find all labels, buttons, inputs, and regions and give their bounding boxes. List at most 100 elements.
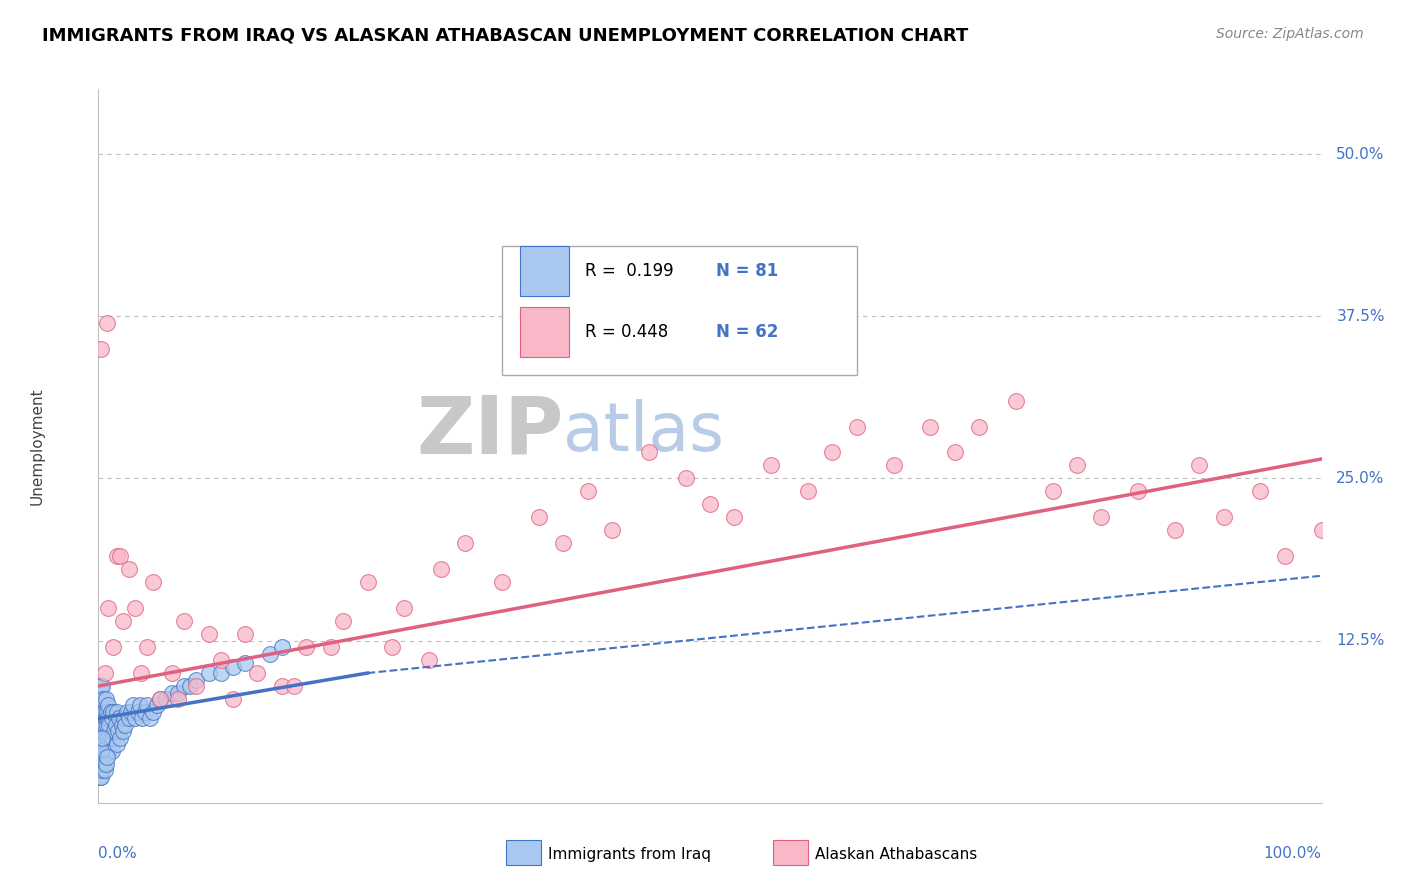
Point xyxy=(110,731,132,745)
Point xyxy=(91,731,114,745)
Point xyxy=(112,711,135,725)
Point xyxy=(1128,484,1150,499)
Point xyxy=(186,673,208,687)
Point xyxy=(94,711,117,725)
Point xyxy=(111,718,134,732)
Point xyxy=(91,705,114,719)
FancyBboxPatch shape xyxy=(502,246,856,375)
Point xyxy=(93,764,115,778)
Text: 50.0%: 50.0% xyxy=(1336,146,1385,161)
Point xyxy=(173,614,195,628)
Point xyxy=(101,705,124,719)
Point xyxy=(129,698,152,713)
Point xyxy=(89,756,111,771)
Point xyxy=(270,679,294,693)
Text: Immigrants from Iraq: Immigrants from Iraq xyxy=(548,847,711,862)
Text: R =  0.199: R = 0.199 xyxy=(585,262,673,280)
Point xyxy=(146,698,169,713)
Point xyxy=(173,679,195,693)
Text: Alaskan Athabascans: Alaskan Athabascans xyxy=(815,847,977,862)
Point xyxy=(93,718,115,732)
Point xyxy=(96,750,118,764)
Text: Unemployment: Unemployment xyxy=(30,387,45,505)
Point xyxy=(392,601,416,615)
Point xyxy=(108,711,131,725)
Point xyxy=(1249,484,1271,499)
Point xyxy=(246,666,269,681)
Point xyxy=(98,718,121,732)
Point xyxy=(943,445,966,459)
Point xyxy=(1004,393,1026,408)
Point xyxy=(120,705,142,719)
Text: N = 62: N = 62 xyxy=(716,323,779,341)
Point xyxy=(93,744,115,758)
Point xyxy=(101,640,124,654)
Point xyxy=(124,601,146,615)
Text: 100.0%: 100.0% xyxy=(1264,846,1322,861)
Point xyxy=(96,705,118,719)
Text: 37.5%: 37.5% xyxy=(1336,309,1385,324)
Point xyxy=(699,497,721,511)
Point xyxy=(149,692,172,706)
Point xyxy=(91,705,114,719)
Point xyxy=(270,640,294,654)
Point xyxy=(160,685,183,699)
Point xyxy=(283,679,305,693)
Point xyxy=(1310,524,1333,538)
Point xyxy=(96,316,118,330)
Text: 12.5%: 12.5% xyxy=(1336,633,1385,648)
Point xyxy=(105,549,128,564)
Point xyxy=(139,711,162,725)
Point xyxy=(821,445,844,459)
Point xyxy=(491,575,513,590)
Point xyxy=(332,614,354,628)
Point xyxy=(845,419,868,434)
Point xyxy=(454,536,477,550)
Point xyxy=(97,731,120,745)
Point xyxy=(127,705,149,719)
Point xyxy=(1274,549,1296,564)
Point xyxy=(90,679,112,693)
Point xyxy=(90,731,112,745)
Text: 0.0%: 0.0% xyxy=(98,846,138,861)
Point xyxy=(295,640,318,654)
Point xyxy=(121,698,143,713)
Point xyxy=(103,724,125,739)
Point xyxy=(149,692,172,706)
Point xyxy=(761,458,783,473)
Point xyxy=(553,536,575,550)
Point xyxy=(114,718,136,732)
Text: N = 81: N = 81 xyxy=(716,262,779,280)
Point xyxy=(115,705,138,719)
Point xyxy=(600,524,623,538)
Point xyxy=(797,484,820,499)
Point xyxy=(527,510,550,524)
Point xyxy=(136,698,159,713)
Point xyxy=(90,756,112,771)
Point xyxy=(967,419,990,434)
Point xyxy=(430,562,453,576)
Point xyxy=(209,653,232,667)
Point xyxy=(90,770,112,784)
Point xyxy=(131,711,153,725)
Point xyxy=(104,718,127,732)
Point xyxy=(675,471,697,485)
Text: 25.0%: 25.0% xyxy=(1336,471,1385,486)
Point xyxy=(100,731,122,745)
Point xyxy=(160,666,183,681)
Point xyxy=(90,744,112,758)
Point xyxy=(89,718,111,732)
Point xyxy=(167,692,190,706)
Point xyxy=(723,510,745,524)
Point xyxy=(319,640,342,654)
Point xyxy=(90,705,112,719)
Point xyxy=(93,705,115,719)
Point xyxy=(186,679,208,693)
Point xyxy=(197,627,219,641)
Point xyxy=(97,601,120,615)
Point xyxy=(100,705,122,719)
Point xyxy=(883,458,905,473)
Point xyxy=(142,705,165,719)
Point xyxy=(111,614,134,628)
Point xyxy=(134,705,156,719)
